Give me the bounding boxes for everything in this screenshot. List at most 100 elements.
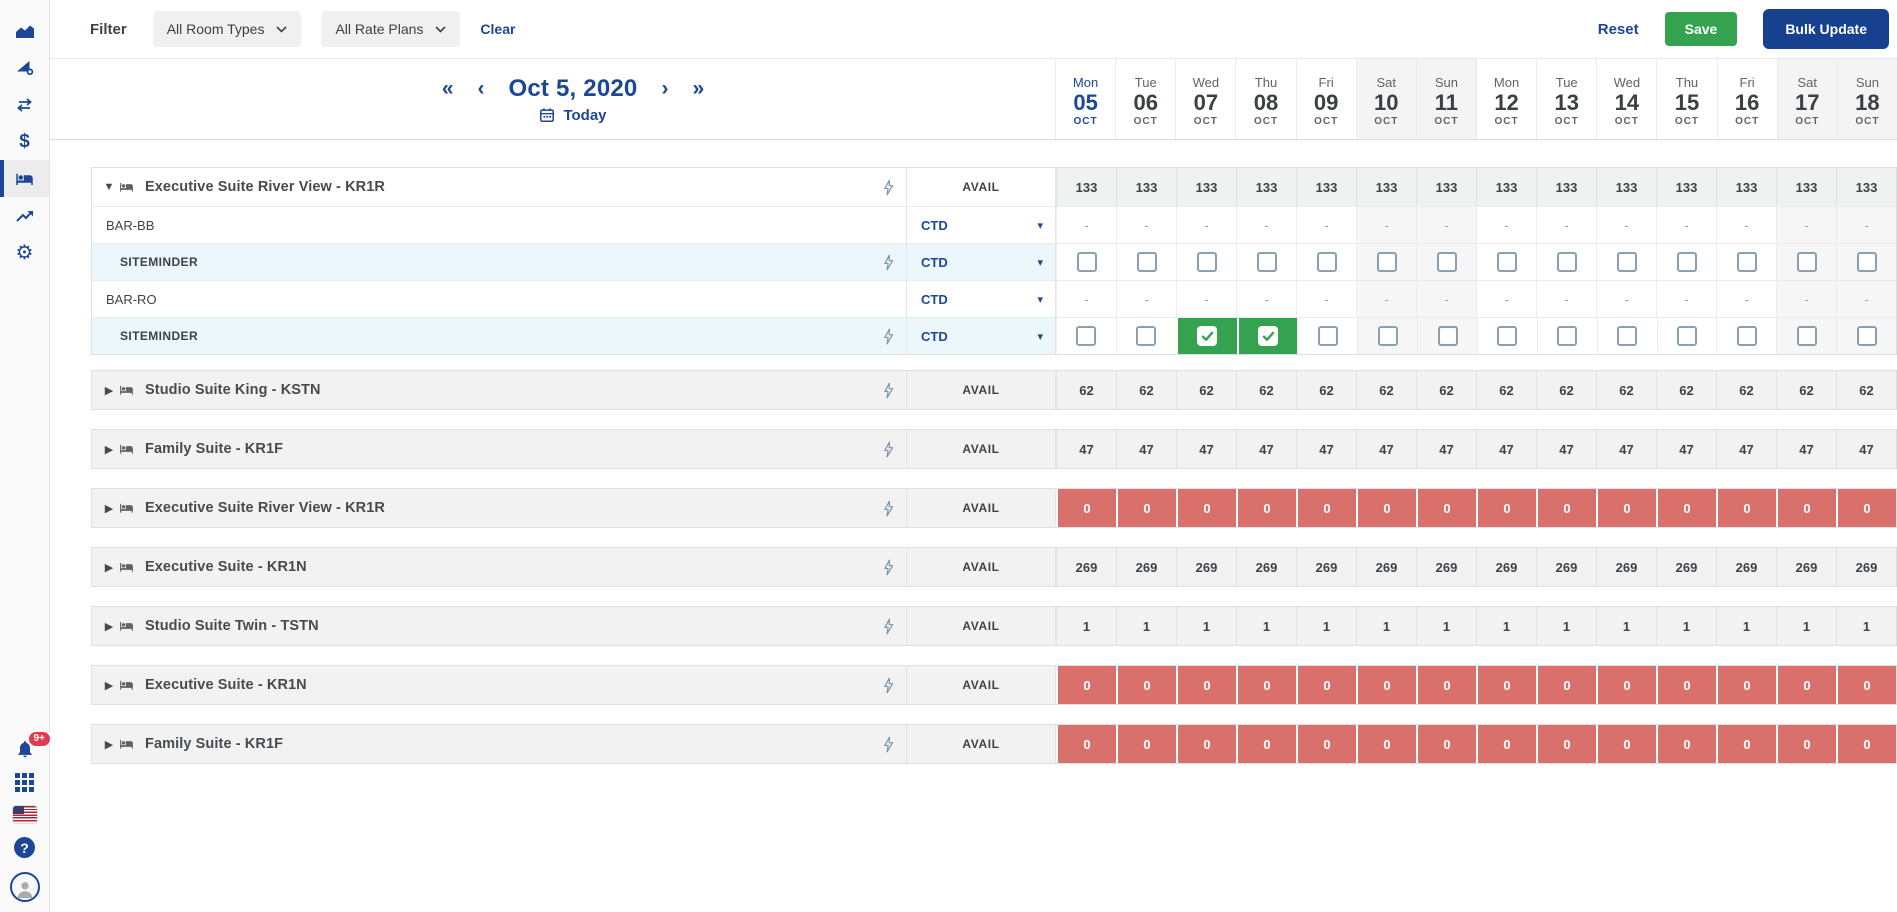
room-type-name-cell[interactable]: ▼ Executive Suite River View - KR1R — [92, 168, 906, 206]
expand-icon[interactable]: ▶ — [104, 502, 114, 515]
checkbox-unchecked[interactable] — [1556, 252, 1577, 272]
language-button[interactable] — [12, 806, 37, 823]
checkbox-cell[interactable] — [1296, 244, 1356, 280]
checkbox-cell[interactable] — [1357, 318, 1418, 354]
sidebar-item-rooms-active[interactable] — [0, 160, 49, 197]
checkbox-checked[interactable] — [1197, 326, 1218, 346]
checkbox-unchecked[interactable] — [1376, 252, 1397, 272]
checkbox-cell[interactable] — [1416, 244, 1476, 280]
checkbox-cell[interactable] — [1477, 318, 1537, 354]
checkbox-unchecked[interactable] — [1676, 252, 1697, 272]
room-type-name-cell[interactable]: ▶ Studio Suite King - KSTN — [92, 371, 906, 409]
checkbox-cell[interactable] — [1297, 318, 1357, 354]
checkbox-unchecked[interactable] — [1497, 326, 1518, 346]
checkbox-cell[interactable] — [1536, 244, 1596, 280]
checkbox-unchecked[interactable] — [1196, 252, 1217, 272]
date-column-header[interactable]: Thu 08 OCT — [1235, 59, 1295, 139]
date-column-header[interactable]: Wed 14 OCT — [1596, 59, 1656, 139]
apps-menu-button[interactable] — [15, 773, 34, 792]
checkbox-unchecked[interactable] — [1496, 252, 1517, 272]
date-column-header[interactable]: Sun 11 OCT — [1415, 59, 1476, 139]
checkbox-cell[interactable] — [1656, 318, 1717, 354]
checkbox-cell[interactable] — [1116, 244, 1176, 280]
checkbox-cell[interactable] — [1776, 244, 1836, 280]
today-button[interactable]: Today — [539, 107, 607, 124]
checkbox-unchecked[interactable] — [1076, 252, 1097, 272]
date-column-header[interactable]: Tue 06 OCT — [1115, 59, 1175, 139]
checkbox-unchecked[interactable] — [1856, 326, 1877, 346]
checkbox-cell[interactable] — [1656, 244, 1716, 280]
date-column-header[interactable]: Thu 15 OCT — [1656, 59, 1716, 139]
date-column-header[interactable]: Mon 12 OCT — [1475, 59, 1536, 139]
sidebar-item-trends[interactable] — [0, 197, 49, 234]
expand-icon[interactable]: ▶ — [104, 738, 114, 751]
room-type-name-cell[interactable]: ▶ Family Suite - KR1F — [92, 725, 906, 763]
checkbox-cell[interactable] — [1776, 318, 1837, 354]
checkbox-cell[interactable] — [1417, 318, 1478, 354]
checkbox-unchecked[interactable] — [1617, 326, 1638, 346]
date-column-header[interactable]: Tue 13 OCT — [1536, 59, 1596, 139]
checkbox-cell[interactable] — [1536, 318, 1597, 354]
checkbox-cell[interactable] — [1716, 244, 1776, 280]
checkbox-cell[interactable] — [1716, 318, 1776, 354]
sidebar-item-swap-arrows[interactable] — [0, 86, 49, 123]
restriction-dropdown[interactable]: CTD ▾ — [906, 207, 1056, 243]
checkbox-unchecked[interactable] — [1616, 252, 1637, 272]
checkbox-unchecked[interactable] — [1317, 326, 1338, 346]
checkbox-unchecked[interactable] — [1076, 326, 1097, 346]
checkbox-cell[interactable] — [1596, 244, 1656, 280]
checkbox-unchecked[interactable] — [1557, 326, 1578, 346]
clear-filters-link[interactable]: Clear — [480, 21, 516, 37]
date-column-header[interactable]: Mon 05 OCT — [1055, 59, 1115, 139]
checkbox-unchecked[interactable] — [1136, 252, 1157, 272]
expand-icon[interactable]: ▶ — [104, 443, 114, 456]
checkbox-unchecked[interactable] — [1736, 326, 1757, 346]
checkbox-unchecked[interactable] — [1256, 252, 1277, 272]
reset-button[interactable]: Reset — [1597, 20, 1639, 38]
checkbox-cell[interactable] — [1176, 244, 1236, 280]
date-column-header[interactable]: Sat 17 OCT — [1776, 59, 1837, 139]
checkbox-cell[interactable] — [1836, 318, 1897, 354]
checkbox-cell[interactable] — [1836, 244, 1896, 280]
room-type-name-cell[interactable]: ▶ Executive Suite - KR1N — [92, 548, 906, 586]
date-column-header[interactable]: Wed 07 OCT — [1175, 59, 1235, 139]
checkbox-unchecked[interactable] — [1736, 252, 1757, 272]
checkbox-cell[interactable] — [1476, 244, 1536, 280]
checkbox-checked[interactable] — [1258, 326, 1278, 346]
checkbox-unchecked[interactable] — [1437, 326, 1458, 346]
prev-day-arrow[interactable]: ‹ — [477, 77, 485, 100]
date-column-header[interactable]: Fri 16 OCT — [1716, 59, 1777, 139]
expand-icon[interactable]: ▶ — [104, 679, 114, 692]
restriction-dropdown[interactable]: CTD ▾ — [906, 281, 1056, 317]
room-types-select[interactable]: All Room Types — [152, 11, 302, 47]
room-type-name-cell[interactable]: ▶ Family Suite - KR1F — [92, 430, 906, 468]
checkbox-unchecked[interactable] — [1796, 252, 1817, 272]
calendar-title[interactable]: Oct 5, 2020 — [508, 74, 638, 102]
expand-icon[interactable]: ▶ — [104, 384, 114, 397]
checkbox-cell[interactable] — [1115, 318, 1176, 354]
expand-icon[interactable]: ▶ — [104, 620, 114, 633]
collapse-icon[interactable]: ▼ — [103, 181, 115, 193]
sidebar-item-area-chart[interactable] — [0, 12, 49, 49]
date-column-header[interactable]: Sun 18 OCT — [1836, 59, 1897, 139]
next-page-arrow[interactable]: » — [692, 77, 705, 100]
help-button[interactable]: ? — [14, 837, 35, 858]
notifications-button[interactable]: 9+ — [15, 730, 52, 759]
checkbox-unchecked[interactable] — [1316, 252, 1337, 272]
room-type-name-cell[interactable]: ▶ Studio Suite Twin - TSTN — [92, 607, 906, 645]
sidebar-item-pricing[interactable]: $ — [0, 123, 49, 160]
next-day-arrow[interactable]: › — [661, 77, 669, 100]
rate-plans-select[interactable]: All Rate Plans — [321, 11, 461, 47]
checkbox-unchecked[interactable] — [1856, 252, 1877, 272]
user-menu-button[interactable] — [9, 872, 40, 902]
room-type-name-cell[interactable]: ▶ Executive Suite River View - KR1R — [92, 489, 906, 527]
checkbox-cell[interactable] — [1236, 244, 1296, 280]
bulk-update-button[interactable]: Bulk Update — [1763, 9, 1889, 49]
save-button[interactable]: Save — [1664, 12, 1738, 46]
checkbox-unchecked[interactable] — [1377, 326, 1398, 346]
checkbox-unchecked[interactable] — [1136, 326, 1157, 346]
checkbox-cell[interactable] — [1175, 318, 1237, 354]
date-column-header[interactable]: Sat 10 OCT — [1355, 59, 1416, 139]
room-type-name-cell[interactable]: ▶ Executive Suite - KR1N — [92, 666, 906, 704]
restriction-dropdown[interactable]: CTD ▾ — [906, 244, 1056, 280]
